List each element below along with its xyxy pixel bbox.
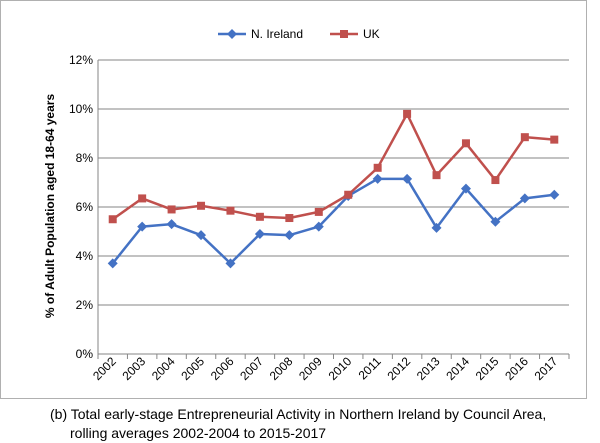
data-point: [227, 29, 237, 39]
x-tick-labels: 2002 2003 2004 2005 2006 2007 2008 2009 2010 2011…: [90, 354, 561, 383]
y-tick-label: 8%: [76, 151, 94, 165]
plot-series: [107, 109, 560, 269]
data-point: [519, 193, 530, 204]
data-point: [254, 228, 265, 239]
x-tick-label: 2012: [384, 354, 413, 383]
series-n-ireland: [107, 173, 560, 269]
data-point: [549, 189, 560, 200]
x-tick-label: 2003: [119, 354, 148, 383]
y-tick-label: 2%: [76, 298, 94, 312]
data-point: [137, 221, 148, 232]
data-point: [432, 171, 441, 180]
x-tick-label: 2016: [502, 354, 531, 383]
x-tick-label: 2015: [473, 354, 502, 383]
legend-entry: N. Ireland: [218, 27, 303, 41]
y-tick-label: 10%: [69, 102, 93, 116]
series-line: [111, 177, 555, 265]
data-point: [550, 135, 559, 144]
data-point: [226, 206, 235, 215]
x-tick-label: 2010: [326, 354, 355, 383]
x-tick-label: 2014: [443, 354, 472, 383]
data-point: [167, 205, 176, 214]
data-point: [138, 194, 147, 203]
data-point: [196, 230, 207, 241]
caption-line-2: rolling averages 2002-2004 to 2015-2017: [70, 425, 327, 441]
data-point: [284, 230, 295, 241]
x-tick-label: 2002: [90, 354, 119, 383]
data-point: [107, 258, 118, 269]
y-tick-label: 6%: [76, 200, 94, 214]
data-point: [255, 212, 264, 221]
data-point: [373, 163, 382, 172]
x-tick-label: 2011: [356, 354, 384, 382]
data-point: [372, 173, 383, 184]
y-tick-label: 12%: [69, 53, 93, 67]
series-line: [111, 112, 555, 221]
x-tick-label: 2009: [296, 354, 325, 383]
y-tick-label: 0%: [76, 347, 94, 361]
x-tick-label: 2013: [414, 354, 443, 383]
data-point: [314, 207, 323, 216]
data-point: [460, 183, 471, 194]
y-tick-label: 4%: [76, 249, 94, 263]
x-tick-label: 2017: [532, 354, 561, 383]
data-point: [340, 30, 348, 38]
data-point: [166, 219, 177, 230]
x-tick-label: 2006: [208, 354, 237, 383]
y-axis-label: % of Adult Population aged 18-64 years: [43, 94, 57, 319]
x-tick-label: 2007: [237, 354, 266, 383]
y-tick-labels: 0% 2% 4% 6% 8% 10% 12%: [69, 53, 93, 361]
x-tick-label: 2004: [149, 354, 178, 383]
data-point: [285, 214, 294, 223]
series-uk: [108, 109, 559, 224]
figure-caption: (b) Total early-stage Entrepreneurial Ac…: [50, 405, 600, 443]
legend-label: N. Ireland: [251, 27, 303, 41]
data-point: [108, 215, 117, 224]
data-point: [225, 258, 236, 269]
legend: N. Ireland UK: [218, 27, 380, 41]
data-point: [197, 201, 206, 210]
line-chart: 0%2%4%6%8%10%12% 2002 2003 2004 2005 2006 200…: [43, 27, 570, 383]
gridlines: [97, 59, 570, 359]
data-point: [491, 176, 500, 185]
caption-line-1: (b) Total early-stage Entrepreneurial Ac…: [50, 406, 547, 422]
data-point: [490, 216, 501, 227]
data-point: [520, 133, 529, 142]
data-point: [402, 173, 413, 184]
x-tick-label: 2008: [267, 354, 296, 383]
legend-entry: UK: [330, 27, 380, 41]
x-tick-label: 2005: [178, 354, 207, 383]
legend-label: UK: [363, 27, 380, 41]
data-point: [461, 139, 470, 148]
data-point: [403, 109, 412, 118]
data-point: [344, 190, 353, 199]
data-point: [313, 221, 324, 232]
data-point: [431, 222, 442, 233]
